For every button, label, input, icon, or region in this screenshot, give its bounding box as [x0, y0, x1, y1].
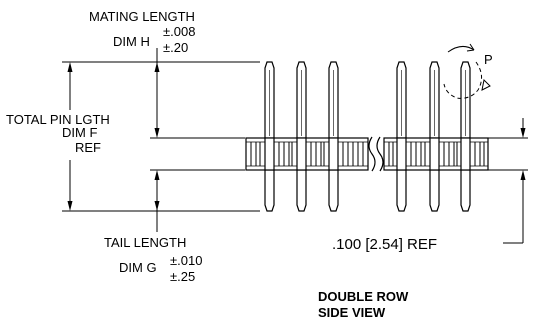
pins	[264, 61, 471, 212]
svg-text:DOUBLE ROW: DOUBLE ROW	[318, 289, 409, 304]
svg-text:REF: REF	[75, 140, 101, 155]
pitch-dimension	[503, 118, 526, 244]
svg-text:TAIL LENGTH: TAIL LENGTH	[104, 235, 186, 250]
svg-text:±.008: ±.008	[163, 24, 195, 39]
total-length-dimension	[67, 62, 73, 211]
mating-length-label: MATING LENGTH DIM H ±.008 ±.20	[89, 9, 195, 55]
svg-text:SIDE VIEW: SIDE VIEW	[318, 305, 386, 320]
pin-3	[328, 61, 339, 212]
pin-2	[296, 61, 307, 212]
view-title: DOUBLE ROW SIDE VIEW	[318, 289, 409, 320]
rotation-label: P	[484, 52, 493, 67]
svg-text:±.20: ±.20	[163, 40, 188, 55]
tail-length-label: TAIL LENGTH DIM G ±.010 ±.25	[104, 235, 202, 284]
total-pin-length-label: TOTAL PIN LGTH DIM F REF	[6, 112, 110, 155]
svg-text:DIM F: DIM F	[62, 125, 97, 140]
pitch-label: .100 [2.54] REF	[332, 236, 437, 253]
pin-5	[429, 61, 440, 212]
svg-text:DIM H: DIM H	[113, 34, 150, 49]
rotation-arrow-icon	[443, 43, 491, 99]
svg-text:DIM G: DIM G	[119, 260, 157, 275]
pin-1	[264, 61, 275, 212]
break-symbol	[368, 136, 384, 172]
tail-length-dimension	[154, 170, 160, 232]
housing-right	[383, 137, 489, 171]
pin-6	[460, 61, 471, 212]
pin-4	[396, 61, 407, 212]
svg-text:TOTAL PIN LGTH: TOTAL PIN LGTH	[6, 112, 110, 127]
housing-left	[245, 137, 369, 171]
svg-text:±.010: ±.010	[170, 253, 202, 268]
mating-length-dimension	[154, 48, 160, 138]
svg-text:±.25: ±.25	[170, 269, 195, 284]
svg-text:MATING LENGTH: MATING LENGTH	[89, 9, 195, 24]
extension-lines	[62, 61, 528, 212]
